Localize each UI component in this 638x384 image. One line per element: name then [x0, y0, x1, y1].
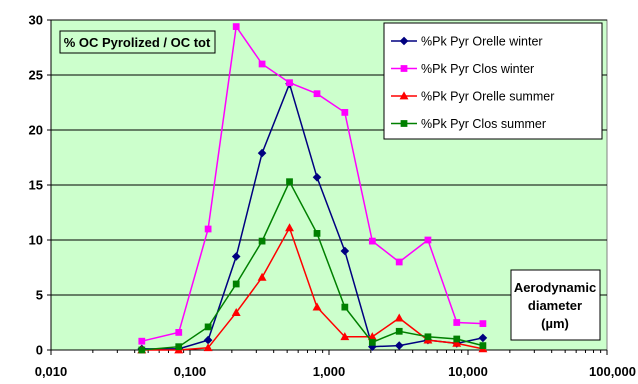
data-point: [232, 23, 240, 30]
legend-item: %Pk Pyr Orelle summer: [391, 90, 554, 104]
data-point: [204, 225, 212, 233]
data-point: [231, 307, 241, 316]
legend: %Pk Pyr Orelle winter %Pk Pyr Clos winter…: [383, 22, 603, 140]
legend-marker: [399, 36, 409, 46]
data-point: [453, 319, 461, 326]
x-axis-label-line-3: (µm): [541, 316, 569, 331]
legend-item: %Pk Pyr Clos summer: [391, 117, 546, 131]
data-point: [341, 303, 349, 311]
data-point: [368, 338, 376, 346]
data-point: [452, 338, 462, 347]
y-tick-label: 10: [29, 233, 43, 248]
data-point: [231, 252, 241, 261]
legend-label: %Pk Pyr Clos summer: [421, 117, 546, 131]
x-axis-ticks: 0,010 0,100 1,000 10,000 100,000: [35, 350, 636, 379]
y-tick-label: 15: [29, 178, 43, 193]
data-point: [258, 60, 266, 68]
data-point: [395, 327, 403, 335]
data-point: [175, 329, 183, 336]
y-tick-label: 25: [29, 68, 43, 83]
series-group: [137, 23, 488, 354]
data-point: [424, 236, 432, 244]
x-tick-label: 100,000: [589, 364, 636, 379]
legend-item: %Pk Pyr Clos winter: [391, 62, 534, 76]
data-point: [257, 272, 267, 281]
x-tick-label: 0,010: [35, 364, 68, 379]
data-point: [257, 148, 267, 158]
y-axis-label: % OC Pyrolized / OC tot: [64, 35, 211, 50]
data-point: [258, 237, 266, 245]
data-point: [138, 346, 146, 354]
data-point: [285, 223, 294, 232]
legend-marker: [399, 91, 409, 100]
y-tick-label: 0: [36, 343, 43, 358]
legend-marker: [400, 65, 408, 72]
x-tick-label: 1,000: [313, 364, 346, 379]
data-point: [341, 109, 349, 116]
data-point: [232, 280, 240, 288]
x-axis-label-line-1: Aerodynamic: [514, 280, 596, 295]
data-point: [286, 178, 293, 186]
x-axis-label-box: Aerodynamic diameter (µm): [510, 269, 601, 341]
legend-item: %Pk Pyr Orelle winter: [391, 35, 543, 49]
data-point: [394, 341, 404, 350]
series-2: [138, 23, 487, 345]
data-point: [312, 302, 322, 311]
data-point: [478, 333, 488, 343]
data-point: [479, 342, 487, 349]
legend-items: %Pk Pyr Orelle winter %Pk Pyr Clos winter…: [391, 35, 554, 131]
data-point: [395, 258, 403, 266]
series-4: [138, 178, 487, 354]
data-point: [175, 343, 183, 351]
data-point: [453, 335, 461, 343]
data-point: [424, 333, 432, 341]
y-tick-label: 20: [29, 123, 43, 138]
data-point: [313, 230, 321, 237]
legend-label: %Pk Pyr Orelle summer: [421, 90, 554, 104]
legend-label: %Pk Pyr Orelle winter: [421, 35, 543, 49]
data-point: [286, 79, 293, 87]
data-point: [479, 320, 487, 327]
data-point: [394, 313, 404, 322]
legend-label: %Pk Pyr Clos winter: [421, 62, 534, 76]
y-tick-label: 5: [36, 288, 43, 303]
data-point: [340, 332, 350, 341]
x-tick-label: 10,000: [448, 364, 488, 379]
data-point: [138, 337, 146, 345]
legend-marker: [400, 120, 408, 127]
data-point: [340, 246, 350, 256]
y-tick-label: 30: [29, 13, 43, 28]
y-axis-ticks: 0 5 10 15 20 25 30: [29, 13, 51, 358]
x-tick-label: 0,100: [174, 364, 207, 379]
data-point: [204, 323, 212, 331]
data-point: [313, 90, 321, 98]
y-axis-label-box: % OC Pyrolized / OC tot: [59, 30, 216, 54]
x-axis-label-line-2: diameter: [528, 298, 582, 313]
data-point: [312, 172, 322, 182]
data-point: [203, 343, 213, 352]
data-point: [368, 237, 376, 245]
